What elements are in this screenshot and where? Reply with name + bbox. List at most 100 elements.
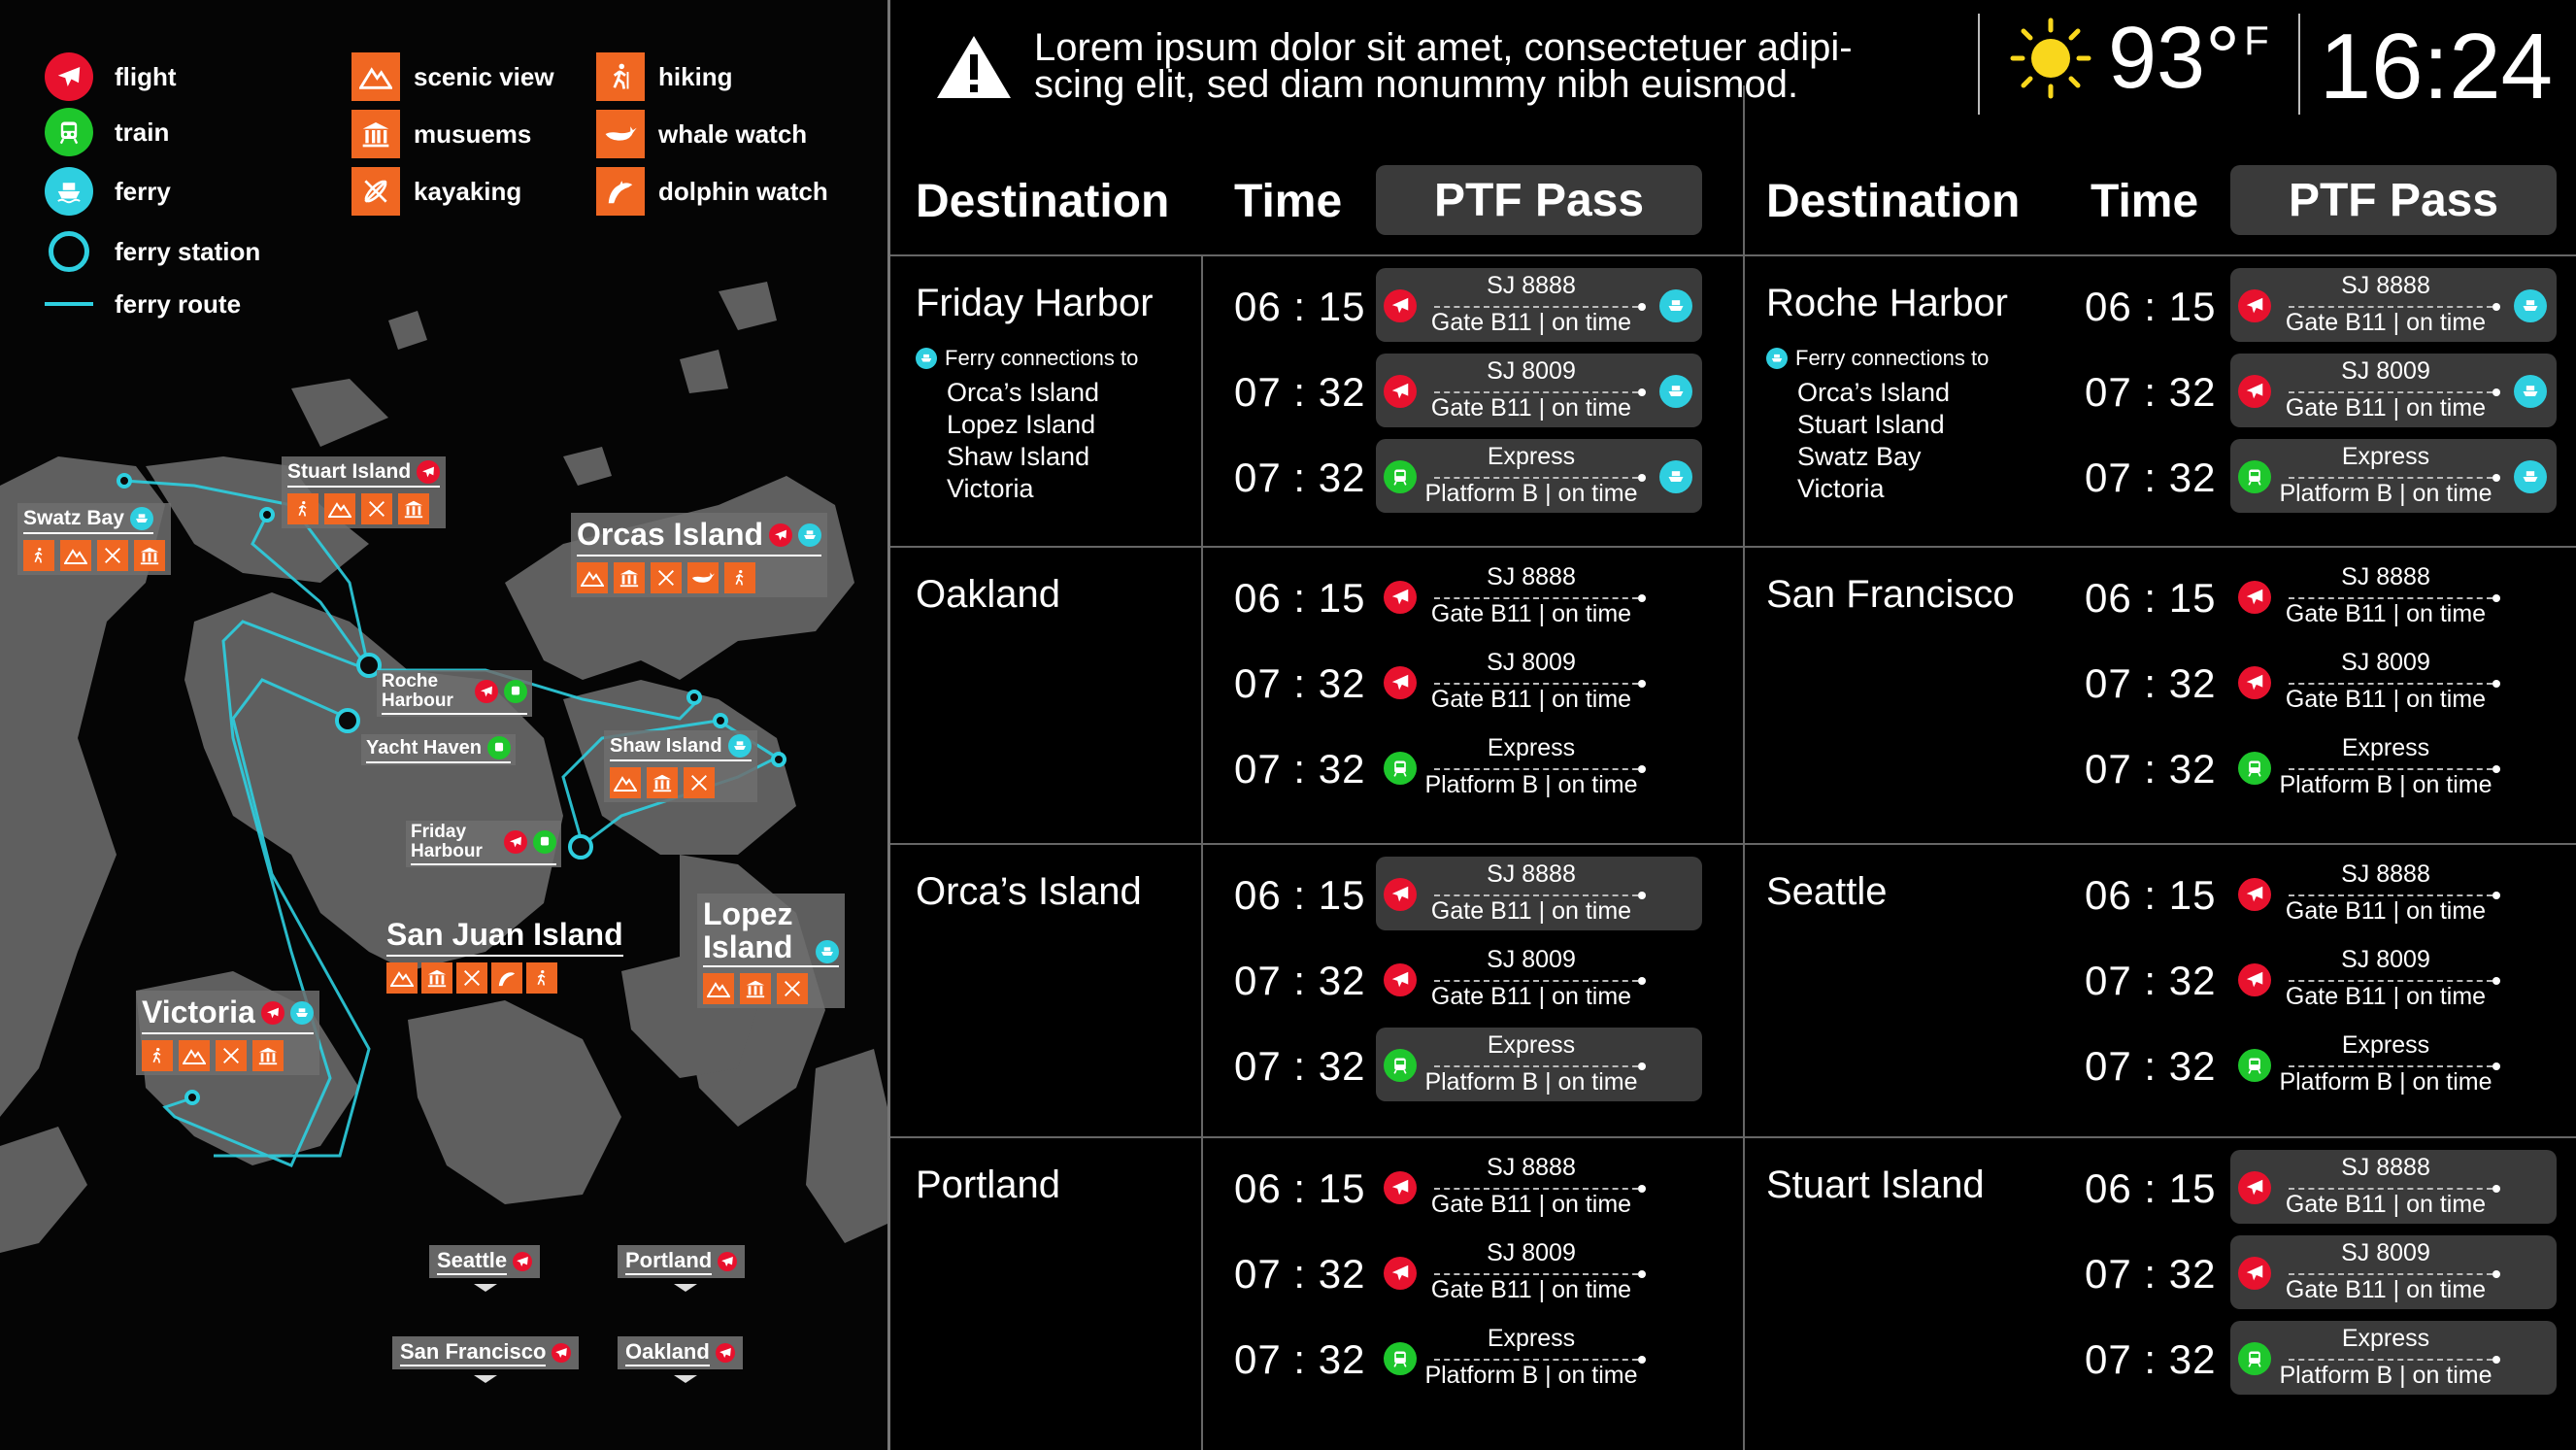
departure-time: 06 : 15 bbox=[2085, 575, 2217, 621]
kayak-icon bbox=[456, 962, 487, 994]
map-label-san-juan-island[interactable]: San Juan Island bbox=[381, 913, 629, 997]
pass-card[interactable]: SJ 8009 Gate B11 | on time bbox=[1376, 645, 1702, 719]
connection-item: Orca’s Island bbox=[1797, 378, 1951, 407]
departure-time: 07 : 32 bbox=[2085, 1043, 2217, 1089]
departure-time: 07 : 32 bbox=[1234, 958, 1366, 1003]
pass-card[interactable]: SJ 8009 Gate B11 | on time bbox=[1376, 354, 1702, 427]
header-destination-right: Destination bbox=[1766, 175, 2021, 227]
route-line bbox=[2289, 1273, 2492, 1275]
pass-card[interactable]: Express Platform B | on time bbox=[2230, 1321, 2557, 1395]
offmap-seattle[interactable]: Seattle bbox=[429, 1245, 541, 1278]
legend-dolphin-watch: dolphin watch bbox=[596, 167, 828, 216]
board-row[interactable]: Friday Harbor Ferry connections to Orca’s … bbox=[890, 254, 1745, 546]
trip-status: Platform B | on time bbox=[2279, 1068, 2492, 1096]
ferry-icon bbox=[816, 940, 839, 963]
map-label-friday-harbour[interactable]: Friday Harbour bbox=[406, 821, 561, 867]
route-line bbox=[1434, 980, 1638, 982]
offmap-san-francisco[interactable]: San Francisco bbox=[392, 1336, 580, 1369]
departure-time: 07 : 32 bbox=[2085, 455, 2217, 500]
route-line bbox=[2289, 1065, 2492, 1067]
pass-card[interactable]: Express Platform B | on time bbox=[1376, 439, 1702, 513]
header-destination-left: Destination bbox=[916, 175, 1170, 227]
route-end-dot bbox=[1638, 303, 1646, 311]
trip-status: Gate B11 | on time bbox=[1430, 1276, 1632, 1303]
trip-code: Express bbox=[1487, 443, 1576, 470]
legend-flight: flight bbox=[45, 52, 177, 101]
plane-icon bbox=[475, 680, 498, 703]
mountain-icon bbox=[179, 1040, 210, 1071]
kayak-icon bbox=[651, 562, 682, 593]
route-line bbox=[1434, 477, 1638, 479]
pass-card[interactable]: Express Platform B | on time bbox=[2230, 1028, 2557, 1101]
departure-time: 06 : 15 bbox=[1234, 1165, 1366, 1211]
board-row[interactable]: Portland 06 : 15 SJ 8888 Gate B11 | on time… bbox=[890, 1136, 1745, 1450]
trip-status: Platform B | on time bbox=[1424, 1068, 1638, 1096]
pass-card[interactable]: Express Platform B | on time bbox=[1376, 1321, 1702, 1395]
map-label-shaw-island[interactable]: Shaw Island bbox=[604, 730, 757, 802]
alert-message: Lorem ipsum dolor sit amet, consectetuer… bbox=[1034, 26, 1853, 106]
pass-card[interactable]: SJ 8888 Gate B11 | on time bbox=[2230, 1150, 2557, 1224]
pass-card[interactable]: SJ 8888 Gate B11 | on time bbox=[2230, 857, 2557, 930]
map-label-stuart-island[interactable]: Stuart Island bbox=[282, 456, 447, 528]
destination-name: Roche Harbor bbox=[1766, 282, 2009, 324]
plane-icon bbox=[1384, 963, 1417, 996]
map-label-orcas-island[interactable]: Orcas Island bbox=[571, 513, 828, 597]
pass-card[interactable]: SJ 8888 Gate B11 | on time bbox=[2230, 268, 2557, 342]
trip-code: SJ 8888 bbox=[2341, 563, 2430, 590]
trip-status: Platform B | on time bbox=[2279, 1362, 2492, 1389]
board-row[interactable]: Seattle 06 : 15 SJ 8888 Gate B11 | on time 0… bbox=[1745, 843, 2576, 1136]
pass-card[interactable]: Express Platform B | on time bbox=[2230, 439, 2557, 513]
map-label-lopez-island[interactable]: Lopez Island bbox=[697, 894, 845, 1008]
map-label-yacht-haven[interactable]: Yacht Haven bbox=[361, 734, 516, 765]
trip-code: Express bbox=[2341, 1325, 2430, 1352]
train-icon bbox=[45, 108, 93, 156]
pass-card[interactable]: SJ 8888 Gate B11 | on time bbox=[1376, 559, 1702, 633]
route-end-dot bbox=[2492, 977, 2500, 985]
museum-icon bbox=[398, 493, 429, 524]
board-row[interactable]: Stuart Island 06 : 15 SJ 8888 Gate B11 | on… bbox=[1745, 1136, 2576, 1450]
route-end-dot bbox=[2492, 680, 2500, 688]
route-line bbox=[2289, 1359, 2492, 1361]
map-label-roche-harbour[interactable]: Roche Harbour bbox=[377, 670, 532, 717]
trip-status: Gate B11 | on time bbox=[1430, 1191, 1632, 1218]
pass-card[interactable]: SJ 8009 Gate B11 | on time bbox=[2230, 354, 2557, 427]
board-row[interactable]: Oakland 06 : 15 SJ 8888 Gate B11 | on time 0… bbox=[890, 546, 1745, 843]
legend-label: ferry station bbox=[115, 236, 261, 266]
map-label-swatz-bay[interactable]: Swatz Bay bbox=[17, 503, 171, 575]
route-end-dot bbox=[1638, 1062, 1646, 1070]
mountain-icon bbox=[324, 493, 355, 524]
destination-name: Portland bbox=[916, 1163, 1060, 1206]
row-divider bbox=[890, 1136, 2576, 1138]
board-row[interactable]: San Francisco 06 : 15 SJ 8888 Gate B11 | on… bbox=[1745, 546, 2576, 843]
board-row[interactable]: Roche Harbor Ferry connections to Orca’s I… bbox=[1745, 254, 2576, 546]
departure-time: 07 : 32 bbox=[2085, 660, 2217, 706]
header-time-right: Time bbox=[2091, 175, 2199, 227]
legend-label: train bbox=[115, 117, 170, 147]
dolphin-icon bbox=[491, 962, 522, 994]
pass-card[interactable]: SJ 8009 Gate B11 | on time bbox=[2230, 1235, 2557, 1309]
pass-card[interactable]: SJ 8888 Gate B11 | on time bbox=[1376, 1150, 1702, 1224]
route-end-dot bbox=[2492, 892, 2500, 899]
route-end-dot bbox=[1638, 594, 1646, 602]
ferry-icon bbox=[1659, 460, 1692, 493]
pass-card[interactable]: SJ 8009 Gate B11 | on time bbox=[1376, 1235, 1702, 1309]
offmap-oakland[interactable]: Oakland bbox=[618, 1336, 743, 1369]
plane-icon bbox=[715, 1343, 735, 1363]
pass-card[interactable]: SJ 8888 Gate B11 | on time bbox=[1376, 857, 1702, 930]
map-label-victoria[interactable]: Victoria bbox=[136, 991, 319, 1075]
legend-kayaking: kayaking bbox=[351, 167, 521, 216]
trip-status: Gate B11 | on time bbox=[2285, 686, 2487, 713]
trip-status: Gate B11 | on time bbox=[2285, 1191, 2487, 1218]
pass-card[interactable]: Express Platform B | on time bbox=[1376, 1028, 1702, 1101]
offmap-name: Seattle bbox=[437, 1248, 508, 1275]
pass-card[interactable]: SJ 8888 Gate B11 | on time bbox=[2230, 559, 2557, 633]
pass-card[interactable]: SJ 8888 Gate B11 | on time bbox=[1376, 268, 1702, 342]
pass-card[interactable]: SJ 8009 Gate B11 | on time bbox=[2230, 645, 2557, 719]
board-row[interactable]: Orca’s Island 06 : 15 SJ 8888 Gate B11 | on… bbox=[890, 843, 1745, 1136]
departure-time: 07 : 32 bbox=[2085, 746, 2217, 792]
pass-card[interactable]: SJ 8009 Gate B11 | on time bbox=[1376, 942, 1702, 1016]
offmap-portland[interactable]: Portland bbox=[618, 1245, 746, 1278]
pass-card[interactable]: Express Platform B | on time bbox=[1376, 730, 1702, 804]
pass-card[interactable]: Express Platform B | on time bbox=[2230, 730, 2557, 804]
pass-card[interactable]: SJ 8009 Gate B11 | on time bbox=[2230, 942, 2557, 1016]
